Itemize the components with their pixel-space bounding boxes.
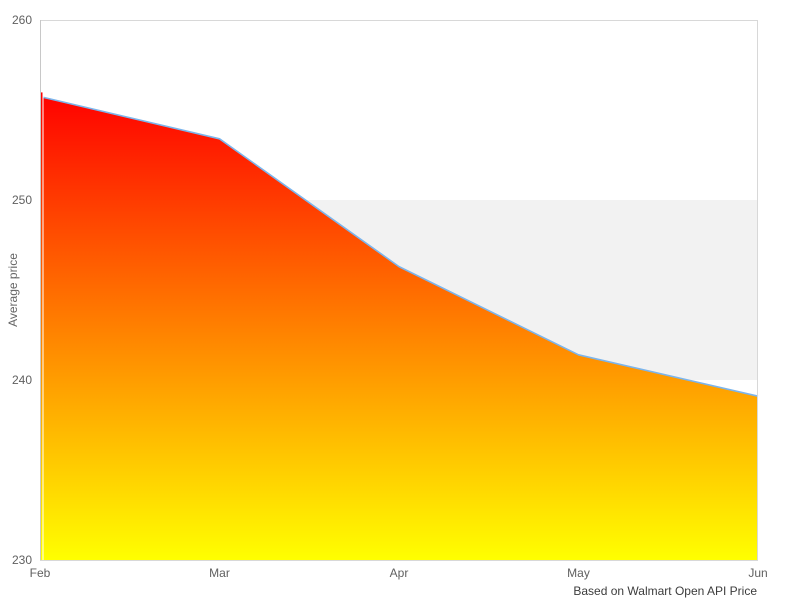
y-tick-label: 260 (12, 13, 32, 27)
x-tick-label: May (567, 566, 590, 580)
y-tick-label: 250 (12, 193, 32, 207)
series-line (43, 96, 759, 397)
x-tick-label: Apr (390, 566, 409, 580)
chart-credits: Based on Walmart Open API Price (573, 584, 757, 598)
y-tick-label: 230 (12, 553, 32, 567)
y-tick-label: 240 (12, 373, 32, 387)
x-tick-label: Mar (209, 566, 230, 580)
series-area (43, 97, 758, 561)
x-tick-label: Feb (30, 566, 51, 580)
y-axis-title: Average price (6, 253, 20, 327)
x-tick-label: Jun (748, 566, 767, 580)
left-edge-sliver (40, 92, 43, 561)
